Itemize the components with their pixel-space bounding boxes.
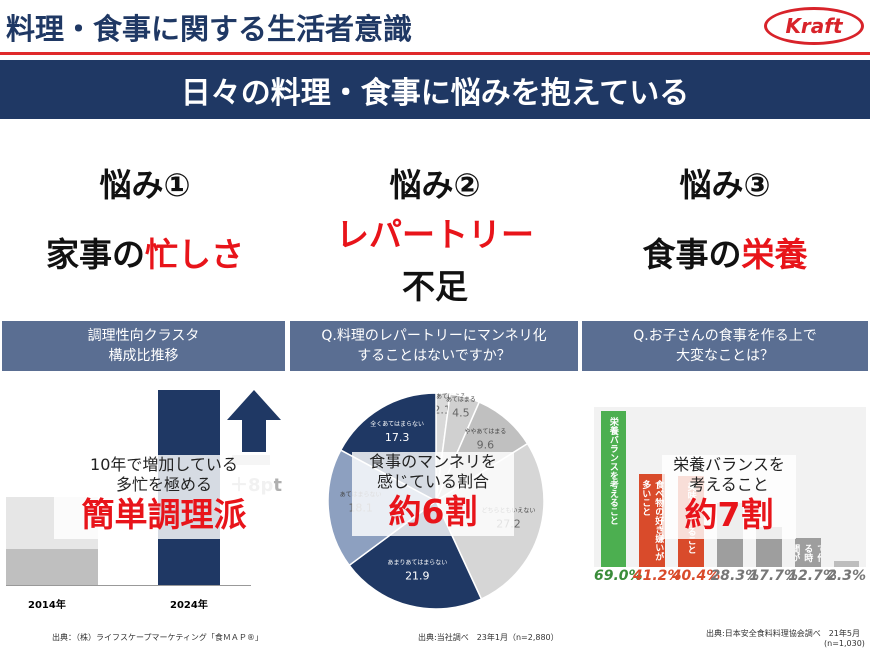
divider: [0, 52, 870, 55]
bar-value-label: 69.0%: [594, 568, 643, 584]
worry-1-subtitle: 家事の忙しさ: [46, 235, 244, 274]
year-label-2024: 2024年: [170, 600, 208, 611]
worry-3-heading: 悩み③: [679, 166, 771, 204]
bar: 食べ物の好き嫌いが多いこと: [639, 474, 666, 567]
bar: その他: [833, 561, 860, 567]
bar: 栄養バランスを考えること: [600, 411, 627, 567]
bar-value-label: 17.7%: [749, 568, 798, 584]
source-1: 出典：（株）ライフスケープマーケティング「食ＭＡＰ®」: [52, 633, 263, 642]
source-2: 出典:当社調べ 23年1月（n=2,880）: [418, 633, 559, 642]
bar-value-label: 2.3%: [827, 568, 866, 584]
banner-title: 日々の料理・食事に悩みを抱えている: [0, 60, 870, 119]
overlay-3: 栄養バランスを 考えること 約7割: [662, 455, 796, 539]
source-3: 出典:日本安全食料料理協会調べ 21年5月: [706, 629, 860, 638]
up-arrow-icon: [227, 390, 281, 452]
pie-slice-label: あてはまる: [446, 397, 476, 404]
pie-slice-label: 全くあてはまらない: [370, 420, 424, 428]
page-title: 料理・食事に関する生活者意識: [6, 12, 413, 46]
bar-2014: [6, 549, 98, 585]
axis-line: [6, 585, 251, 586]
bar-value-label: 41.2%: [632, 568, 682, 584]
worry-3-subtitle: 食事の栄養: [642, 235, 808, 274]
question-bar-2: Q.料理のレパートリーにマンネリ化 することはないですか？: [290, 321, 578, 371]
bar-value-label: 40.4%: [671, 568, 721, 584]
question-bar-3: Q.お子さんの食事を作る上で 大変なことは？: [582, 321, 868, 371]
year-label-2014: 2014年: [28, 600, 66, 611]
overlay-2: 食事のマンネリを 感じている割合 約6割: [352, 452, 514, 536]
pie-slice-value: 4.5: [452, 407, 470, 420]
source-3-n: (n=1,030): [824, 639, 865, 648]
worry-1-heading: 悩み①: [99, 166, 191, 204]
bar-value-labels: 69.0% 41.2% 40.4% 28.3% 17.7% 12.7% 2.3%: [594, 568, 866, 588]
pie-slice-label: とてもあてはまる: [418, 393, 465, 400]
worry-2-heading: 悩み②: [389, 166, 481, 204]
pie-slice-label: あまりあてはまらない: [387, 559, 447, 566]
bar-category-label: 食べ物の好き嫌いが多いこと: [640, 480, 664, 562]
worry-2-subtitle: レパートリー 不足: [336, 215, 534, 306]
kraft-logo: Kraft: [764, 7, 864, 45]
bar-value-label: 12.7%: [788, 568, 837, 584]
bar-category-label: 栄養バランスを考えること: [607, 417, 618, 526]
bar: 手を掛けて作る時間がないこと: [794, 538, 821, 567]
bar-value-label: 28.3%: [710, 568, 760, 584]
pie-slice-label: ややあてはまる: [464, 428, 506, 436]
question-bar-1: 調理性向クラスタ 構成比推移: [2, 321, 285, 371]
bar-category-label: 手を掛けて作る時間がないこと: [795, 544, 821, 563]
pie-slice-value: 2.1: [433, 403, 451, 416]
pie-slice-value: 21.9: [405, 569, 430, 582]
pie-slice-value: 9.6: [477, 439, 495, 452]
overlay-1: 10年で増加している 多忙を極める 簡単調理派: [54, 455, 274, 539]
pie-slice-value: 17.3: [385, 431, 410, 444]
